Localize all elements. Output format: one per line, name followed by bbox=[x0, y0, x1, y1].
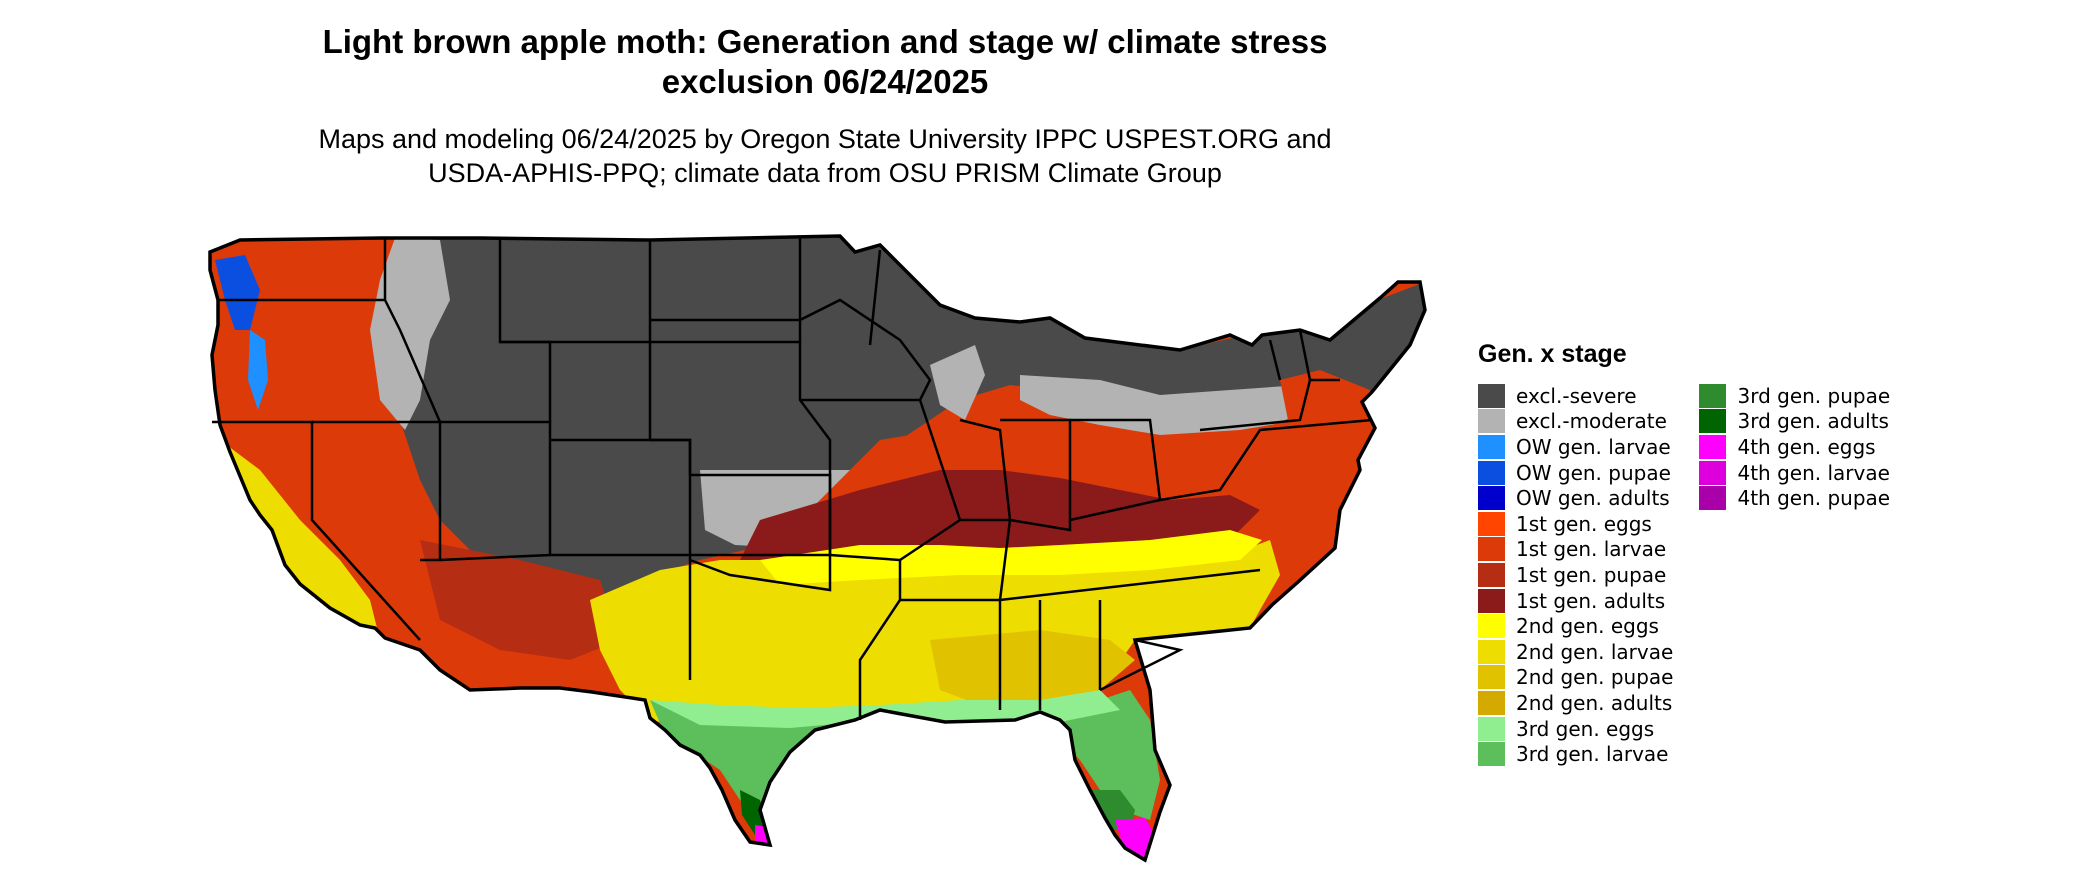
zone-2nd-eggs bbox=[760, 530, 1262, 585]
legend-label: 2nd gen. pupae bbox=[1516, 665, 1674, 690]
legend-item: 4th gen. eggs bbox=[1699, 434, 1890, 460]
legend-item: 2nd gen. pupae bbox=[1478, 665, 1673, 691]
legend-label: excl.-moderate bbox=[1516, 409, 1667, 434]
map-title-line1: Light brown apple moth: Generation and s… bbox=[322, 23, 1328, 60]
legend-title: Gen. x stage bbox=[1478, 340, 1627, 368]
legend-swatch bbox=[1478, 486, 1505, 511]
legend-swatch bbox=[1478, 562, 1505, 587]
legend-item: 1st gen. larvae bbox=[1478, 537, 1673, 563]
legend-label: 3rd gen. adults bbox=[1737, 409, 1889, 434]
legend-swatch bbox=[1478, 537, 1505, 562]
legend-column-1: excl.-severe excl.-moderate OW gen. larvae… bbox=[1478, 383, 1673, 767]
legend-item: 1st gen. adults bbox=[1478, 588, 1673, 614]
zone-excl-moderate-wisconsin bbox=[930, 345, 985, 420]
legend-item: 1st gen. pupae bbox=[1478, 562, 1673, 588]
zone-ow-larvae-oregon bbox=[248, 330, 268, 410]
legend-swatch bbox=[1478, 742, 1505, 767]
legend-label: 1st gen. adults bbox=[1516, 588, 1666, 613]
map-legend: Gen. x stage excl.-severe excl.-moderate O… bbox=[1478, 340, 1890, 767]
legend-label: 1st gen. pupae bbox=[1516, 562, 1667, 587]
legend-label: 4th gen. pupae bbox=[1737, 486, 1891, 511]
legend-label: 3rd gen. eggs bbox=[1516, 716, 1655, 741]
legend-label: 2nd gen. larvae bbox=[1516, 639, 1674, 664]
legend-swatch bbox=[1699, 383, 1727, 408]
legend-label: OW gen. larvae bbox=[1516, 434, 1671, 459]
legend-label: 4th gen. larvae bbox=[1737, 460, 1890, 485]
legend-swatch bbox=[1478, 460, 1505, 485]
map-title-line2: exclusion 06/24/2025 bbox=[661, 63, 989, 100]
zone-ow-pupae-washington bbox=[215, 255, 260, 330]
legend-swatch bbox=[1699, 486, 1727, 511]
legend-swatch bbox=[1478, 588, 1505, 613]
us-outline bbox=[208, 234, 1427, 863]
legend-label: 1st gen. eggs bbox=[1516, 511, 1652, 536]
zone-2nd-pupae bbox=[930, 630, 1135, 705]
map-title: Light brown apple moth: Generation and s… bbox=[200, 22, 1450, 102]
state-borders bbox=[212, 238, 1373, 720]
legend-item: 2nd gen. eggs bbox=[1478, 613, 1673, 639]
legend-item: 3rd gen. adults bbox=[1699, 409, 1890, 435]
legend-swatch bbox=[1478, 639, 1505, 664]
legend-label: 2nd gen. adults bbox=[1516, 690, 1673, 715]
map-subtitle-line1: Maps and modeling 06/24/2025 by Oregon S… bbox=[318, 124, 1332, 154]
zone-excl-moderate-west bbox=[370, 238, 450, 430]
legend-swatch bbox=[1478, 434, 1505, 459]
zone-3rd-eggs bbox=[650, 690, 1120, 728]
legend-swatch bbox=[1699, 460, 1727, 485]
zone-2nd-larvae-california bbox=[220, 440, 380, 650]
legend-item: excl.-severe bbox=[1478, 383, 1673, 409]
legend-swatch bbox=[1699, 409, 1727, 434]
legend-swatch bbox=[1478, 665, 1505, 690]
legend-label: 3rd gen. larvae bbox=[1516, 742, 1669, 767]
legend-item: 3rd gen. pupae bbox=[1699, 383, 1890, 409]
map-subtitle-line2: USDA-APHIS-PPQ; climate data from OSU PR… bbox=[428, 158, 1222, 188]
legend-swatch bbox=[1478, 614, 1505, 639]
legend-swatch bbox=[1699, 434, 1727, 459]
legend-item: 4th gen. larvae bbox=[1699, 460, 1890, 486]
legend-swatch bbox=[1478, 690, 1505, 715]
legend-item: excl.-moderate bbox=[1478, 409, 1673, 435]
legend-item: 2nd gen. adults bbox=[1478, 690, 1673, 716]
legend-label: OW gen. pupae bbox=[1516, 460, 1671, 485]
map-subtitle: Maps and modeling 06/24/2025 by Oregon S… bbox=[200, 122, 1450, 190]
legend-label: 3rd gen. pupae bbox=[1737, 383, 1891, 408]
legend-label: excl.-severe bbox=[1516, 383, 1637, 408]
legend-label: 1st gen. larvae bbox=[1516, 537, 1667, 562]
legend-item: 3rd gen. larvae bbox=[1478, 741, 1673, 767]
zone-1st-pupae-sw bbox=[420, 540, 620, 660]
legend-item: 2nd gen. larvae bbox=[1478, 639, 1673, 665]
legend-item: 4th gen. pupae bbox=[1699, 485, 1890, 511]
legend-item: OW gen. adults bbox=[1478, 485, 1673, 511]
legend-label: 4th gen. eggs bbox=[1737, 434, 1876, 459]
legend-label: 2nd gen. eggs bbox=[1516, 614, 1659, 639]
legend-label: OW gen. adults bbox=[1516, 486, 1670, 511]
legend-swatch bbox=[1478, 511, 1505, 536]
legend-item: 3rd gen. eggs bbox=[1478, 716, 1673, 742]
legend-swatch bbox=[1478, 383, 1505, 408]
legend-item: 1st gen. eggs bbox=[1478, 511, 1673, 537]
zone-excl-severe bbox=[380, 238, 1425, 630]
legend-item: OW gen. pupae bbox=[1478, 460, 1673, 486]
legend-swatch bbox=[1478, 409, 1505, 434]
legend-item: OW gen. larvae bbox=[1478, 434, 1673, 460]
legend-swatch bbox=[1478, 716, 1505, 741]
legend-column-2: 3rd gen. pupae 3rd gen. adults 4th gen. eg… bbox=[1699, 383, 1890, 767]
